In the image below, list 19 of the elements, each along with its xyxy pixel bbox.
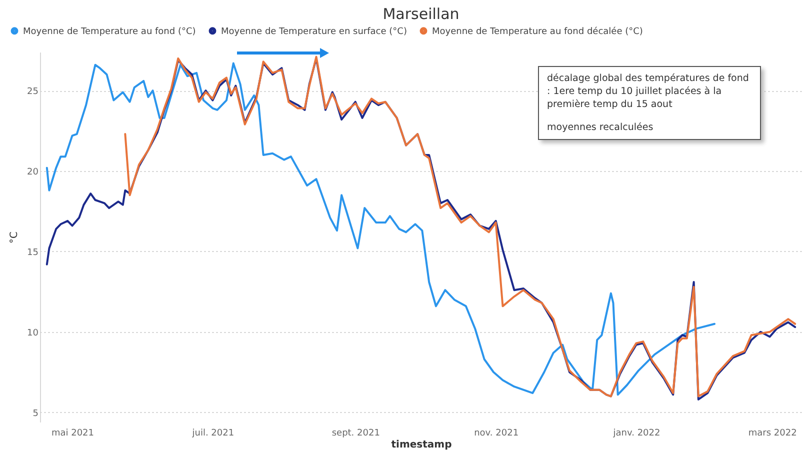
legend-label: Moyenne de Temperature en surface (°C) [221, 26, 407, 37]
y-tick-label: 5 [32, 408, 38, 419]
annotation: moyennes recalculées [547, 121, 654, 134]
chart-title: Marseillan [382, 5, 460, 23]
annotation: décalage global des températures de fond : 1ere temp du 10 juillet placées à la première temp du 15 aout [547, 72, 750, 111]
x-axis-title: timestamp [391, 440, 452, 450]
x-tick-label: mars 2022 [748, 428, 797, 438]
y-tick-label: 20 [27, 168, 39, 178]
y-axis-title: °C [9, 231, 20, 244]
x-tick-label: nov. 2021 [474, 428, 519, 438]
x-tick-label: sept. 2021 [332, 428, 380, 438]
y-tick-label: 25 [27, 87, 38, 98]
x-tick-label: mai 2021 [51, 428, 94, 438]
y-tick-label: 10 [27, 328, 39, 338]
y-tick-label: 15 [27, 248, 38, 258]
x-tick-label: janv. 2022 [612, 428, 660, 438]
legend-label: Moyenne de Temperature au fond décalée (°C) [432, 26, 643, 37]
x-tick-label: juil. 2021 [191, 428, 234, 438]
legend-label: Moyenne de Temperature au fond (°C) [23, 26, 196, 37]
